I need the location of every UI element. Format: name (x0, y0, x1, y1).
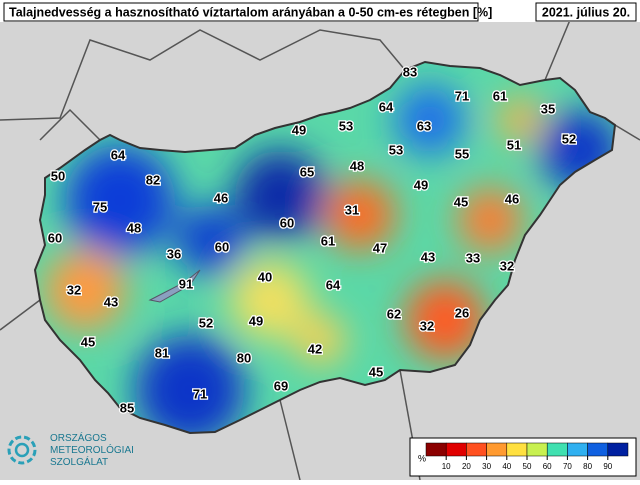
logo: ORSZÁGOS METEOROLÓGIAI SZOLGÁLAT (7, 431, 134, 468)
station-value: 55 (455, 146, 469, 161)
station-value: 43 (421, 249, 435, 264)
station-value: 49 (414, 177, 428, 192)
station-value: 61 (493, 88, 507, 103)
legend-tick-label: 40 (502, 462, 511, 471)
station-value: 60 (280, 215, 294, 230)
legend-tick-label: 60 (543, 462, 552, 471)
station-value: 49 (249, 313, 263, 328)
station-value: 60 (215, 239, 229, 254)
legend-unit: % (418, 453, 426, 463)
logo-text: SZOLGÁLAT (50, 455, 108, 468)
station-value: 52 (562, 131, 576, 146)
date: 2021. július 20. (542, 5, 630, 19)
station-labels: 83 71 61 35 64 53 63 49 51 52 53 55 64 65 48 82 49 50 46 45… (47, 63, 578, 417)
legend-swatch (587, 442, 609, 457)
legend-tick-label: 70 (563, 462, 572, 471)
station-value: 83 (403, 64, 417, 79)
station-value: 36 (167, 246, 181, 261)
station-value: 45 (369, 364, 383, 379)
station-value: 91 (179, 276, 193, 291)
logo-text: METEOROLÓGIAI (50, 443, 134, 456)
station-value: 81 (155, 345, 169, 360)
legend-swatch (486, 442, 508, 457)
station-value: 53 (339, 118, 353, 133)
station-value: 43 (104, 294, 118, 309)
station-value: 26 (455, 305, 469, 320)
station-value: 64 (111, 147, 126, 162)
legend-swatch (506, 442, 528, 457)
station-value: 40 (258, 269, 272, 284)
station-value: 46 (214, 190, 228, 205)
station-value: 35 (541, 101, 555, 116)
legend-swatch (445, 442, 467, 457)
station-value: 71 (455, 88, 469, 103)
station-value: 51 (507, 137, 521, 152)
station-value: 45 (81, 334, 95, 349)
station-value: 32 (500, 258, 514, 273)
station-value: 75 (93, 199, 107, 214)
station-value: 63 (417, 118, 431, 133)
station-value: 45 (454, 194, 468, 209)
station-value: 47 (373, 240, 387, 255)
station-value: 61 (321, 233, 335, 248)
legend-tick-label: 20 (462, 462, 471, 471)
station-value: 85 (120, 400, 134, 415)
station-value: 71 (193, 386, 207, 401)
station-value: 82 (146, 172, 160, 187)
date-box (535, 2, 637, 22)
legend: 10 20 30 40 50 60 70 80 90 (425, 442, 629, 471)
legend-tick-label: 90 (603, 462, 612, 471)
station-value: 31 (345, 202, 359, 217)
station-value: 62 (387, 306, 401, 321)
legend-tick-label: 80 (583, 462, 592, 471)
legend-swatch (526, 442, 548, 457)
legend-swatch (546, 442, 568, 457)
lake-balaton (148, 269, 201, 303)
station-value: 60 (48, 230, 62, 245)
legend-tick-label: 30 (482, 462, 491, 471)
title: Talajnedvesség a hasznosítható víztartal… (9, 5, 492, 19)
station-value: 46 (505, 191, 519, 206)
station-value: 33 (466, 250, 480, 265)
station-value: 52 (199, 315, 213, 330)
station-value: 64 (326, 277, 341, 292)
legend-swatch (567, 442, 588, 457)
station-value: 42 (308, 341, 322, 356)
title-box (3, 2, 479, 22)
logo-text: ORSZÁGOS (50, 431, 107, 444)
station-value: 50 (51, 168, 65, 183)
station-value: 32 (420, 318, 434, 333)
legend-tick-label: 50 (523, 462, 532, 471)
station-value: 53 (389, 142, 403, 157)
legend-swatch (466, 442, 487, 457)
station-value: 32 (67, 282, 81, 297)
station-value: 80 (237, 350, 251, 365)
station-value: 69 (274, 378, 288, 393)
station-value: 65 (300, 164, 314, 179)
station-value: 48 (350, 158, 364, 173)
station-value: 64 (379, 99, 394, 114)
legend-tick-label: 10 (442, 462, 451, 471)
legend-swatch (607, 442, 629, 457)
legend-swatch (425, 442, 447, 457)
station-value: 49 (292, 122, 306, 137)
station-value: 48 (127, 220, 141, 235)
